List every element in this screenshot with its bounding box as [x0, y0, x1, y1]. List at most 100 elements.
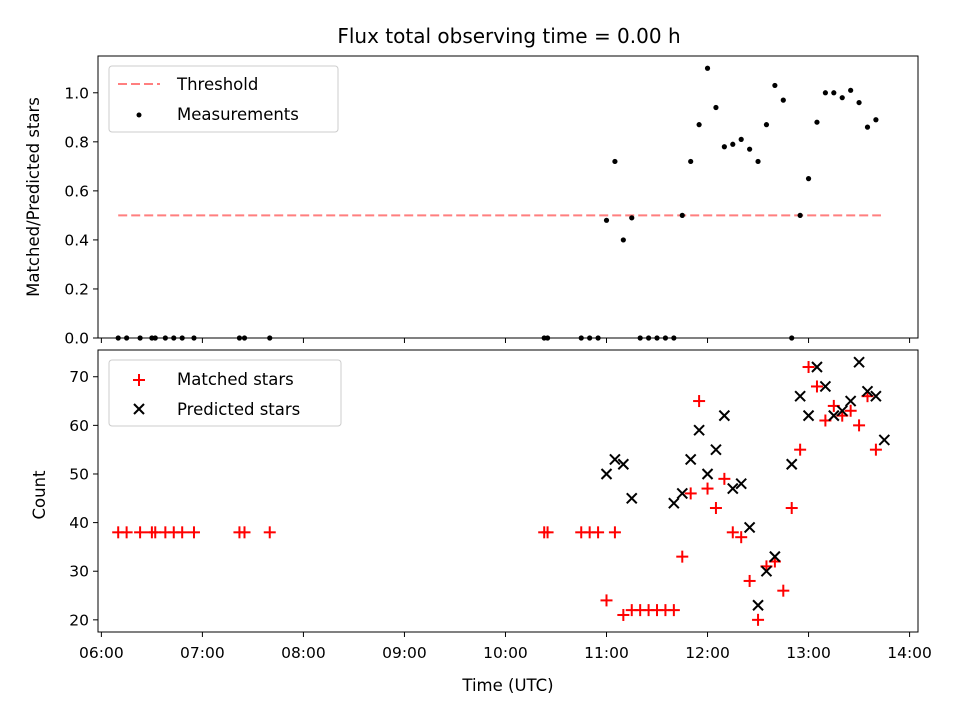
matched-star-point: [752, 613, 765, 626]
measurement-point: [864, 124, 871, 130]
measurement-point: [873, 117, 879, 123]
measurement-point: [789, 335, 795, 341]
measurement-point: [763, 122, 770, 128]
predicted-star-point: [811, 361, 823, 373]
matched-star-point: [735, 531, 748, 544]
matched-star-point: [810, 380, 823, 393]
measurement-point: [747, 146, 753, 152]
matched-star-point: [777, 584, 790, 597]
measurement-point: [805, 176, 812, 182]
measurement-point: [152, 335, 158, 341]
matched-star-point: [853, 419, 866, 432]
bottom-ytick-label: 20: [69, 611, 89, 629]
matched-star-point: [693, 395, 706, 408]
bottom-xtick-label: 11:00: [584, 644, 629, 662]
top-y-ticks: 0.0 0.2 0.4 0.6 0.8 1.0: [64, 84, 98, 348]
matched-star-point: [718, 472, 731, 485]
predicted-star-point: [600, 468, 613, 480]
matched-star-point: [709, 502, 722, 515]
predicted-star-point: [861, 385, 874, 398]
predicted-star-point: [676, 487, 688, 500]
bottom-xtick-label: 13:00: [786, 644, 831, 662]
measurement-point: [191, 335, 197, 341]
bottom-xtick-label: 08:00: [281, 644, 326, 662]
predicted-star-point: [718, 409, 731, 422]
matched-star-point: [187, 526, 200, 539]
predicted-star-point: [735, 477, 747, 490]
predicted-star-point: [710, 443, 722, 456]
measurement-point: [704, 65, 711, 71]
predicted-star-point: [684, 453, 697, 466]
bottom-marks: [112, 356, 891, 626]
bottom-xtick-label: 09:00: [382, 644, 427, 662]
bottom-legend-box: [108, 359, 342, 427]
matched-star-point: [608, 526, 621, 539]
matched-star-point: [238, 526, 251, 539]
measurement-point: [137, 335, 143, 341]
bottom-ytick-label: 60: [69, 417, 89, 435]
top-x-ticks: [100, 338, 911, 343]
measurement-point: [645, 335, 652, 341]
predicted-star-point: [626, 492, 638, 505]
predicted-star-point: [769, 550, 781, 563]
measurement-point: [236, 335, 243, 341]
predicted-star-point: [870, 390, 882, 402]
bottom-xtick-label: 10:00: [483, 644, 528, 662]
bottom-legend: Matched stars Predicted stars: [108, 359, 342, 427]
top-marks: [115, 65, 881, 341]
measurement-point: [587, 335, 593, 341]
top-ytick-label: 0.0: [64, 330, 89, 348]
measurement-point: [755, 158, 761, 165]
matched-star-point: [592, 526, 605, 539]
measurement-point: [595, 335, 601, 341]
measurement-point: [671, 335, 677, 341]
bottom-y-axis-label: Count: [30, 470, 49, 520]
matched-star-point: [667, 604, 680, 617]
bottom-xtick-label: 12:00: [685, 644, 730, 662]
top-legend-box: [108, 65, 339, 133]
measurement-point: [162, 335, 168, 341]
measurement-point: [814, 119, 820, 125]
measurement-point: [831, 90, 837, 96]
predicted-star-point: [609, 453, 621, 466]
predicted-star-point: [668, 497, 680, 509]
measurement-point: [620, 237, 626, 243]
matched-star-point: [676, 550, 689, 563]
measurement-point: [629, 215, 635, 221]
top-ytick-label: 1.0: [64, 84, 89, 102]
top-ytick-label: 0.2: [64, 280, 89, 298]
top-y-axis-label: Matched/Predicted stars: [24, 97, 43, 297]
legend-threshold-label: Threshold: [176, 75, 258, 94]
predicted-star-point: [853, 356, 865, 368]
matched-star-point: [802, 361, 815, 374]
matched-star-point: [617, 608, 630, 621]
measurement-point: [241, 335, 248, 341]
matched-star-point: [794, 443, 807, 456]
predicted-star-point: [693, 424, 705, 436]
bottom-xtick-label: 06:00: [79, 644, 124, 662]
bottom-ytick-label: 30: [69, 563, 89, 581]
predicted-star-point: [802, 409, 815, 422]
predicted-star-point: [836, 405, 848, 417]
bottom-xtick-label: 14:00: [887, 644, 932, 662]
measurement-point: [612, 158, 618, 165]
matched-star-point: [785, 502, 798, 515]
matched-star-point: [743, 574, 756, 587]
legend-predicted-swatch: [133, 403, 145, 415]
measurement-point: [688, 158, 694, 165]
measurement-point: [713, 104, 719, 111]
bottom-ytick-label: 70: [69, 368, 89, 386]
legend-measurements-label: Measurements: [177, 105, 299, 124]
measurement-point: [171, 335, 177, 341]
measurement-point: [654, 335, 660, 341]
predicted-star-point: [844, 395, 857, 407]
measurement-point: [544, 335, 551, 341]
measurement-point: [267, 335, 273, 341]
top-ytick-label: 0.6: [64, 182, 89, 200]
legend-matched-label: Matched stars: [177, 370, 294, 389]
matched-star-point: [541, 526, 554, 539]
measurement-point: [578, 335, 584, 341]
matched-star-point: [726, 526, 739, 539]
measurement-point: [637, 335, 643, 341]
